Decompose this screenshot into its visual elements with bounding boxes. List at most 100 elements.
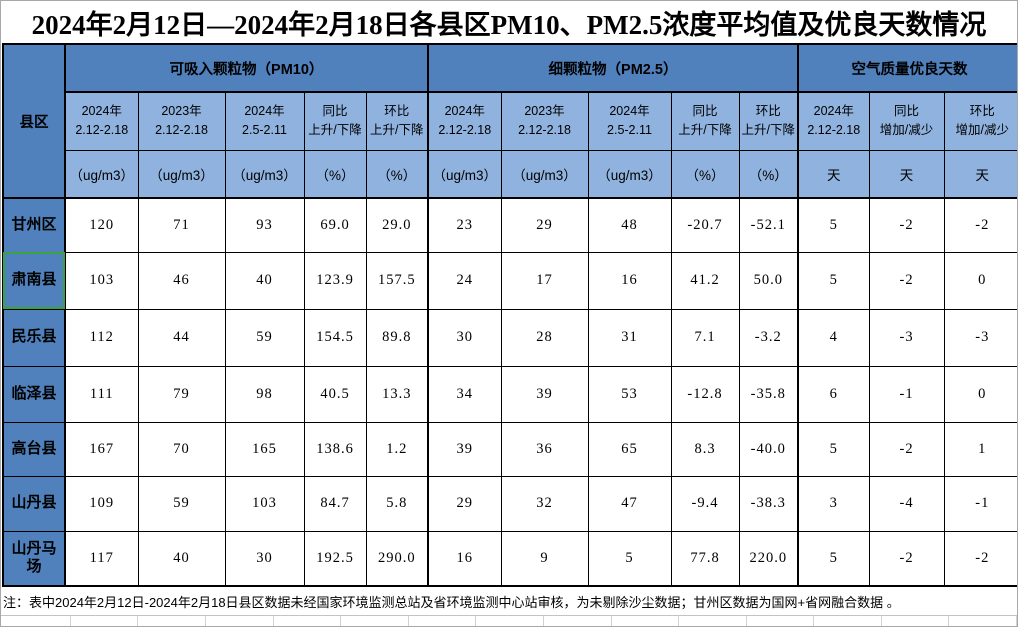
- unit-cell[interactable]: （ug/m3）: [427, 149, 502, 199]
- group-header-pm25[interactable]: 细颗粒物（PM2.5）: [426, 43, 799, 93]
- col-header-pm25-prevweek[interactable]: 2024年 2.5-2.11: [587, 91, 672, 151]
- data-cell[interactable]: 5: [797, 530, 870, 587]
- data-cell[interactable]: -2: [868, 197, 945, 253]
- data-cell[interactable]: 41.2: [670, 251, 740, 310]
- data-cell[interactable]: 53: [587, 365, 672, 423]
- data-cell[interactable]: 4: [797, 308, 870, 367]
- data-cell[interactable]: 59: [137, 475, 226, 532]
- data-cell[interactable]: 5.8: [365, 475, 429, 532]
- group-header-good-days[interactable]: 空气质量优良天数: [797, 43, 1017, 93]
- data-cell[interactable]: -9.4: [670, 475, 740, 532]
- data-cell[interactable]: 5: [587, 530, 672, 587]
- county-cell[interactable]: 临泽县: [2, 365, 66, 423]
- data-cell[interactable]: 112: [64, 308, 139, 367]
- data-cell[interactable]: 47: [587, 475, 672, 532]
- data-cell[interactable]: -2: [943, 530, 1017, 587]
- data-cell[interactable]: 0: [943, 365, 1017, 423]
- data-cell[interactable]: 1.2: [365, 421, 429, 477]
- data-cell[interactable]: -2: [868, 251, 945, 310]
- data-cell[interactable]: -2: [943, 197, 1017, 253]
- data-cell[interactable]: 5: [797, 421, 870, 477]
- data-cell[interactable]: 192.5: [303, 530, 367, 587]
- data-cell[interactable]: 6: [797, 365, 870, 423]
- data-cell[interactable]: 69.0: [303, 197, 367, 253]
- data-cell[interactable]: 30: [427, 308, 502, 367]
- county-cell[interactable]: 山丹马场: [2, 530, 66, 587]
- data-cell[interactable]: 157.5: [365, 251, 429, 310]
- data-cell[interactable]: 48: [587, 197, 672, 253]
- data-cell[interactable]: 29: [427, 475, 502, 532]
- data-cell[interactable]: 17: [500, 251, 589, 310]
- data-cell[interactable]: 103: [64, 251, 139, 310]
- data-cell[interactable]: 40: [137, 530, 226, 587]
- data-cell[interactable]: 29: [500, 197, 589, 253]
- data-cell[interactable]: -1: [868, 365, 945, 423]
- unit-cell[interactable]: （ug/m3）: [224, 149, 305, 199]
- unit-cell[interactable]: 天: [868, 149, 945, 199]
- col-header-days-yoy[interactable]: 同比 增加/减少: [868, 91, 945, 151]
- data-cell[interactable]: -35.8: [738, 365, 799, 423]
- data-cell[interactable]: 40.5: [303, 365, 367, 423]
- unit-cell[interactable]: （%）: [365, 149, 429, 199]
- county-cell[interactable]: 甘州区: [2, 197, 66, 253]
- data-cell[interactable]: 24: [427, 251, 502, 310]
- data-cell[interactable]: 84.7: [303, 475, 367, 532]
- data-cell[interactable]: 77.8: [670, 530, 740, 587]
- data-cell[interactable]: 103: [224, 475, 305, 532]
- data-cell[interactable]: 13.3: [365, 365, 429, 423]
- data-cell[interactable]: -3: [943, 308, 1017, 367]
- data-cell[interactable]: 30: [224, 530, 305, 587]
- data-cell[interactable]: 39: [500, 365, 589, 423]
- data-cell[interactable]: 3: [797, 475, 870, 532]
- data-cell[interactable]: 28: [500, 308, 589, 367]
- data-cell[interactable]: 1: [943, 421, 1017, 477]
- data-cell[interactable]: 32: [500, 475, 589, 532]
- data-cell[interactable]: 5: [797, 197, 870, 253]
- data-cell[interactable]: -3.2: [738, 308, 799, 367]
- data-cell[interactable]: 154.5: [303, 308, 367, 367]
- data-cell[interactable]: 109: [64, 475, 139, 532]
- data-cell[interactable]: -2: [868, 530, 945, 587]
- data-cell[interactable]: 71: [137, 197, 226, 253]
- data-cell[interactable]: 167: [64, 421, 139, 477]
- col-header-pm25-wow[interactable]: 环比 上升/下降: [738, 91, 799, 151]
- data-cell[interactable]: 165: [224, 421, 305, 477]
- data-cell[interactable]: -4: [868, 475, 945, 532]
- col-header-pm10-yoy[interactable]: 同比 上升/下降: [303, 91, 367, 151]
- data-cell[interactable]: 31: [587, 308, 672, 367]
- col-header-pm10-2024[interactable]: 2024年 2.12-2.18: [64, 91, 139, 151]
- col-header-pm25-yoy[interactable]: 同比 上升/下降: [670, 91, 740, 151]
- data-cell[interactable]: 138.6: [303, 421, 367, 477]
- county-cell[interactable]: 肃南县: [2, 251, 66, 310]
- data-cell[interactable]: 93: [224, 197, 305, 253]
- data-cell[interactable]: 89.8: [365, 308, 429, 367]
- unit-cell[interactable]: 天: [943, 149, 1017, 199]
- col-header-pm10-2023[interactable]: 2023年 2.12-2.18: [137, 91, 226, 151]
- unit-cell[interactable]: （ug/m3）: [64, 149, 139, 199]
- data-cell[interactable]: 7.1: [670, 308, 740, 367]
- col-header-days-2024[interactable]: 2024年 2.12-2.18: [797, 91, 870, 151]
- group-header-pm10[interactable]: 可吸入颗粒物（PM10）: [64, 43, 429, 93]
- data-cell[interactable]: -3: [868, 308, 945, 367]
- data-cell[interactable]: 50.0: [738, 251, 799, 310]
- unit-cell[interactable]: （ug/m3）: [500, 149, 589, 199]
- data-cell[interactable]: 220.0: [738, 530, 799, 587]
- unit-cell[interactable]: （%）: [738, 149, 799, 199]
- data-cell[interactable]: 44: [137, 308, 226, 367]
- data-cell[interactable]: -20.7: [670, 197, 740, 253]
- county-cell[interactable]: 山丹县: [2, 475, 66, 532]
- unit-cell[interactable]: （%）: [303, 149, 367, 199]
- data-cell[interactable]: -38.3: [738, 475, 799, 532]
- data-cell[interactable]: 120: [64, 197, 139, 253]
- data-cell[interactable]: 36: [500, 421, 589, 477]
- data-cell[interactable]: -40.0: [738, 421, 799, 477]
- data-cell[interactable]: 65: [587, 421, 672, 477]
- col-header-pm10-wow[interactable]: 环比 上升/下降: [365, 91, 429, 151]
- data-cell[interactable]: 39: [427, 421, 502, 477]
- data-cell[interactable]: 34: [427, 365, 502, 423]
- col-header-pm25-2023[interactable]: 2023年 2.12-2.18: [500, 91, 589, 151]
- unit-cell[interactable]: （ug/m3）: [137, 149, 226, 199]
- data-cell[interactable]: 70: [137, 421, 226, 477]
- data-cell[interactable]: -52.1: [738, 197, 799, 253]
- data-cell[interactable]: 123.9: [303, 251, 367, 310]
